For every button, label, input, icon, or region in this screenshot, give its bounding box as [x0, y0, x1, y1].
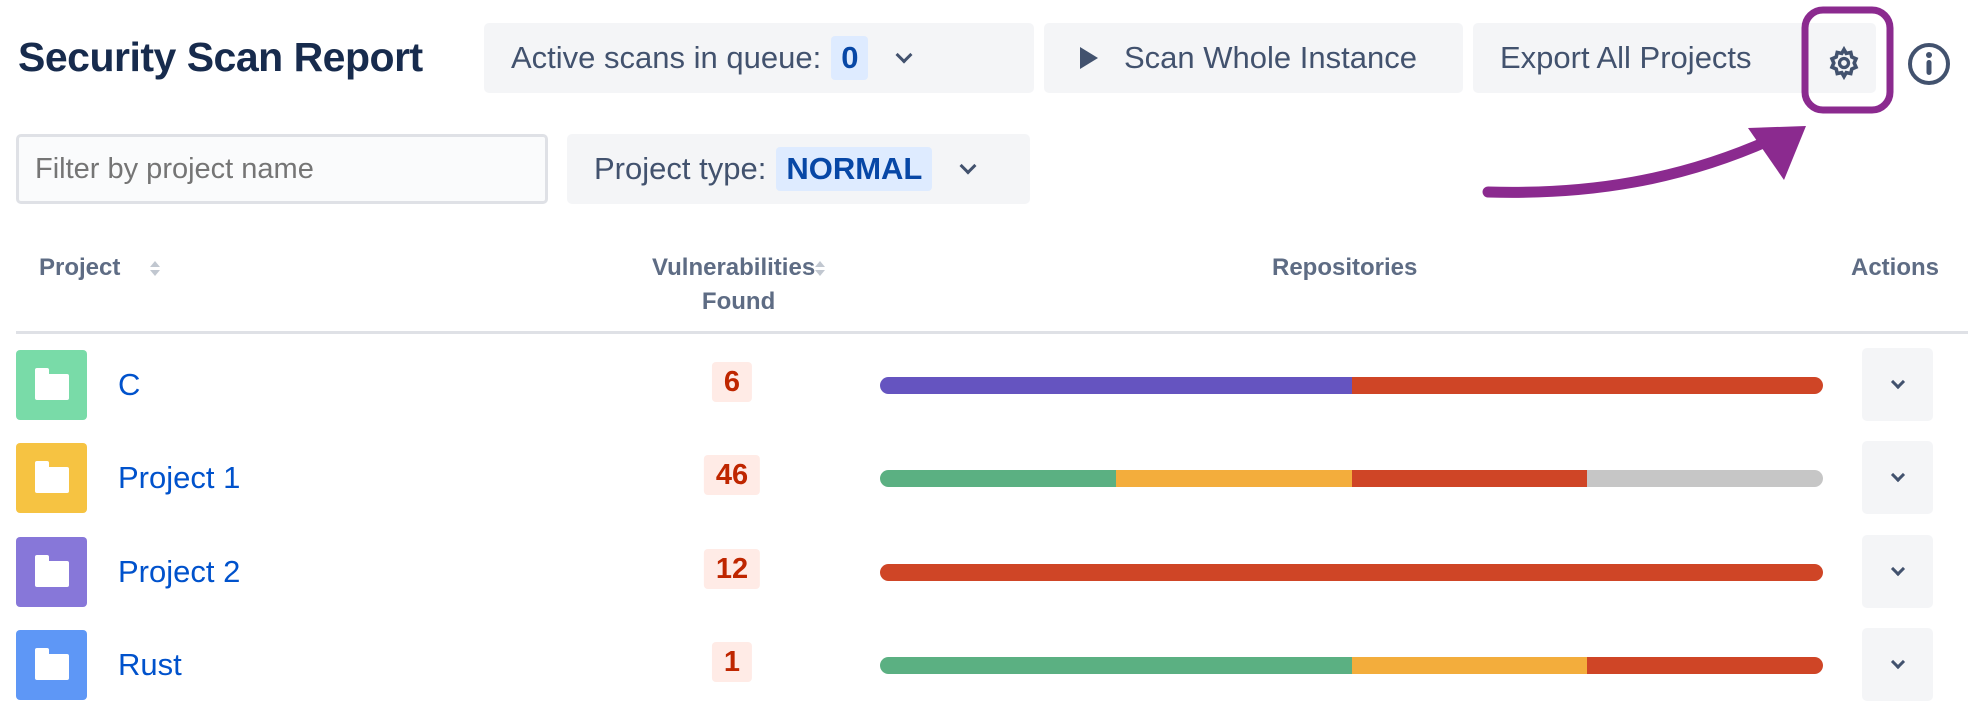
- repository-segment: [1587, 470, 1823, 487]
- repository-segment: [880, 564, 1823, 581]
- header-divider: [16, 331, 1968, 334]
- table-row: C 6: [0, 345, 1968, 425]
- project-link[interactable]: Project 2: [118, 554, 241, 589]
- repository-segment: [1351, 657, 1588, 674]
- project-folder-icon: [16, 537, 87, 607]
- play-icon: [1080, 47, 1098, 69]
- actions-dropdown-button[interactable]: [1862, 535, 1933, 608]
- active-scans-dropdown[interactable]: Active scans in queue: 0: [484, 23, 1034, 93]
- vulnerability-count-badge: 1: [711, 642, 753, 682]
- repository-segment: [1351, 377, 1823, 394]
- column-header-actions: Actions: [1851, 254, 1940, 281]
- column-label: Found: [701, 288, 776, 315]
- table-row: Project 1 46: [0, 438, 1968, 518]
- repository-segment: [1351, 470, 1588, 487]
- vulnerability-count-badge: 6: [711, 362, 753, 402]
- actions-dropdown-button[interactable]: [1862, 628, 1933, 701]
- project-folder-icon: [16, 350, 87, 420]
- repository-segment: [880, 470, 1116, 487]
- chevron-down-icon: [959, 157, 977, 175]
- project-type-label: Project type:: [594, 151, 767, 186]
- project-type-dropdown[interactable]: Project type: NORMAL: [567, 134, 1030, 204]
- column-label: Vulnerabilities: [652, 254, 816, 281]
- repositories-bar: [880, 470, 1823, 487]
- repository-segment: [880, 377, 1352, 394]
- filter-project-input[interactable]: [16, 134, 548, 204]
- actions-dropdown-button[interactable]: [1862, 441, 1933, 514]
- export-button-label: Export All Projects: [1500, 40, 1752, 75]
- sort-icon[interactable]: [815, 259, 826, 279]
- chevron-down-icon: [1890, 374, 1905, 389]
- info-icon[interactable]: [1907, 42, 1951, 91]
- table-row: Project 2 12: [0, 532, 1968, 612]
- vulnerability-count-badge: 12: [703, 549, 761, 589]
- project-folder-icon: [16, 630, 87, 700]
- chevron-down-icon: [895, 46, 913, 64]
- annotation-arrow-icon: [1482, 6, 1894, 198]
- sort-icon[interactable]: [150, 259, 161, 279]
- column-header-vulnerabilities[interactable]: Vulnerabilities Found: [652, 254, 826, 322]
- column-header-repositories: Repositories: [1272, 254, 1418, 281]
- active-scans-label: Active scans in queue:: [511, 40, 822, 75]
- chevron-down-icon: [1890, 561, 1905, 576]
- export-all-projects-button[interactable]: Export All Projects: [1473, 23, 1876, 93]
- project-folder-icon: [16, 443, 87, 513]
- column-label: Project: [39, 254, 121, 281]
- gear-icon[interactable]: [1826, 45, 1862, 86]
- active-scans-count: 0: [831, 36, 869, 80]
- scan-whole-instance-button[interactable]: Scan Whole Instance: [1044, 23, 1463, 93]
- project-type-value: NORMAL: [776, 147, 933, 191]
- actions-dropdown-button[interactable]: [1862, 348, 1933, 421]
- project-link[interactable]: C: [118, 367, 141, 402]
- column-header-project[interactable]: Project: [39, 254, 161, 282]
- repository-segment: [880, 657, 1352, 674]
- project-link[interactable]: Rust: [118, 647, 182, 682]
- chevron-down-icon: [1890, 654, 1905, 669]
- table-row: Rust 1: [0, 625, 1968, 705]
- repository-segment: [1587, 657, 1823, 674]
- chevron-down-icon: [1890, 467, 1905, 482]
- project-link[interactable]: Project 1: [118, 460, 241, 495]
- repositories-bar: [880, 377, 1823, 394]
- repository-segment: [1115, 470, 1352, 487]
- vulnerability-count-badge: 46: [703, 455, 761, 495]
- page-title: Security Scan Report: [18, 34, 423, 80]
- repositories-bar: [880, 657, 1823, 674]
- scan-button-label: Scan Whole Instance: [1124, 40, 1417, 75]
- repositories-bar: [880, 564, 1823, 581]
